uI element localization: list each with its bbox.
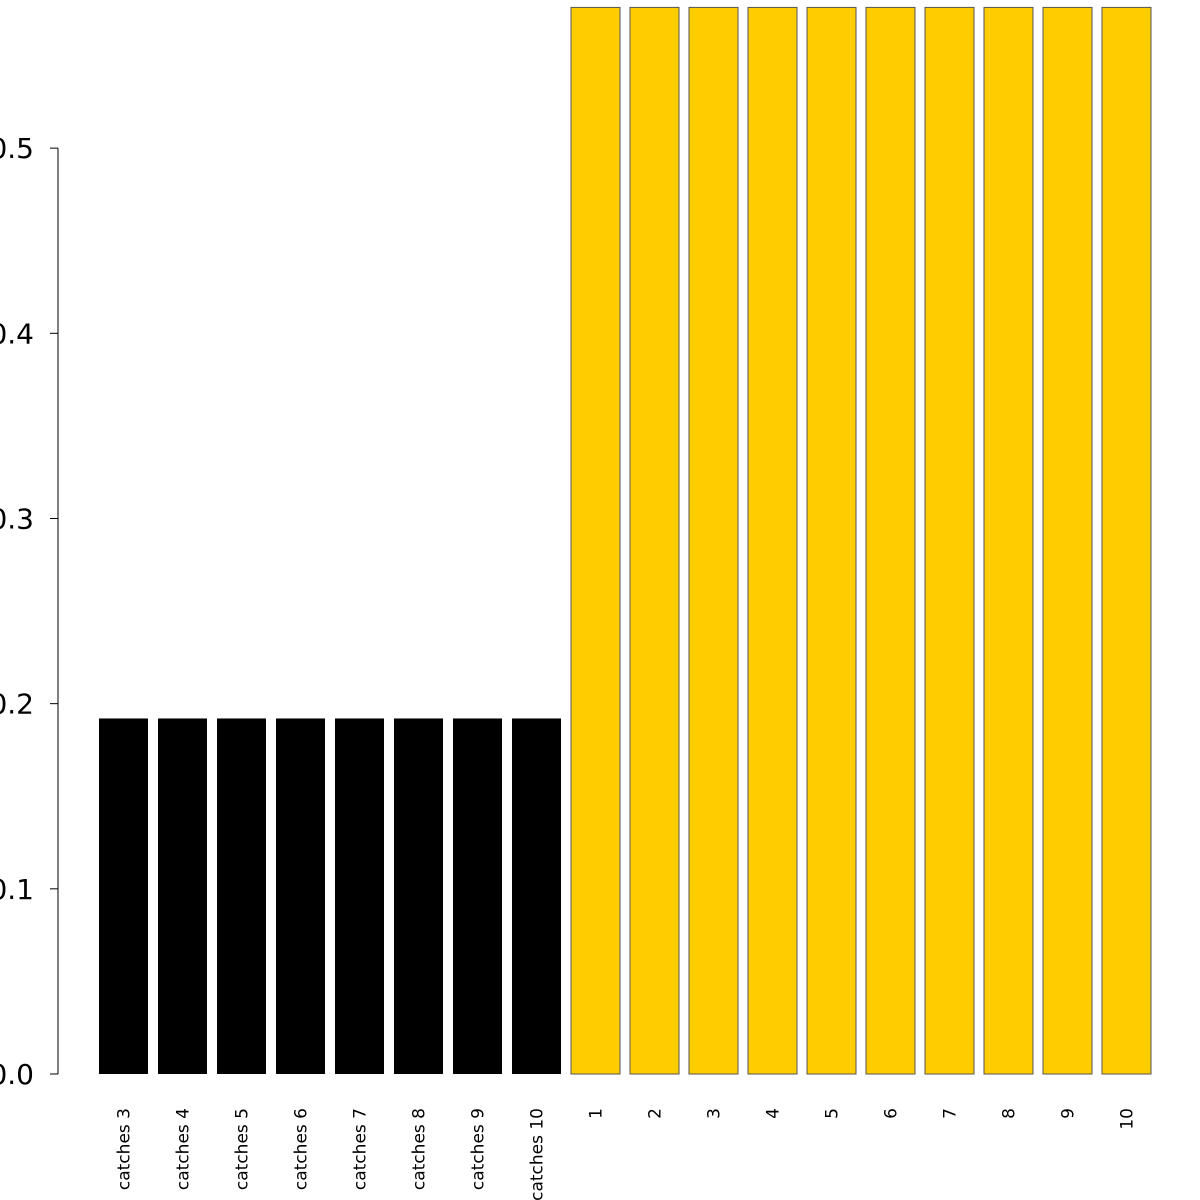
bar xyxy=(983,6,1034,1075)
y-tick-label: 0.4 xyxy=(0,317,34,350)
x-tick-label: 1 xyxy=(587,1108,607,1119)
bar xyxy=(1042,6,1093,1075)
bar xyxy=(629,6,680,1075)
y-tick-label: 0.5 xyxy=(0,132,34,165)
x-tick-label: catches 8 xyxy=(410,1108,430,1190)
bar xyxy=(747,6,798,1075)
x-tick-label: catches 5 xyxy=(233,1108,253,1190)
bar xyxy=(688,6,739,1075)
x-tick-label: catches 7 xyxy=(351,1108,371,1190)
x-tick-label: 3 xyxy=(705,1108,725,1119)
bar xyxy=(394,718,443,1074)
bar xyxy=(806,6,857,1075)
y-tick-label: 0.0 xyxy=(0,1058,34,1091)
x-tick-label: 8 xyxy=(1000,1108,1020,1119)
x-tick-label: catches 3 xyxy=(115,1108,135,1190)
x-tick-label: 5 xyxy=(823,1108,843,1119)
bar xyxy=(335,718,384,1074)
x-tick-label: catches 10 xyxy=(528,1108,548,1200)
x-tick-label: 7 xyxy=(941,1108,961,1119)
x-tick-label: 10 xyxy=(1118,1108,1138,1130)
bar xyxy=(570,6,621,1075)
bar xyxy=(158,718,207,1074)
y-tick-label: 0.2 xyxy=(0,688,34,721)
bar xyxy=(865,6,916,1075)
y-tick-label: 0.1 xyxy=(0,873,34,906)
y-tick-label: 0.3 xyxy=(0,502,34,535)
x-tick-label: catches 6 xyxy=(292,1108,312,1190)
bar xyxy=(217,718,266,1074)
bar xyxy=(512,718,561,1074)
x-tick-label: catches 4 xyxy=(174,1108,194,1190)
bar xyxy=(924,6,975,1075)
x-tick-label: 2 xyxy=(646,1108,666,1119)
bar xyxy=(276,718,325,1074)
x-tick-label: 9 xyxy=(1059,1108,1079,1119)
bar xyxy=(1101,6,1152,1075)
bar xyxy=(99,718,148,1074)
x-tick-label: 6 xyxy=(882,1108,902,1119)
x-tick-label: catches 9 xyxy=(469,1108,489,1190)
bar xyxy=(453,718,502,1074)
x-tick-label: 4 xyxy=(764,1108,784,1119)
